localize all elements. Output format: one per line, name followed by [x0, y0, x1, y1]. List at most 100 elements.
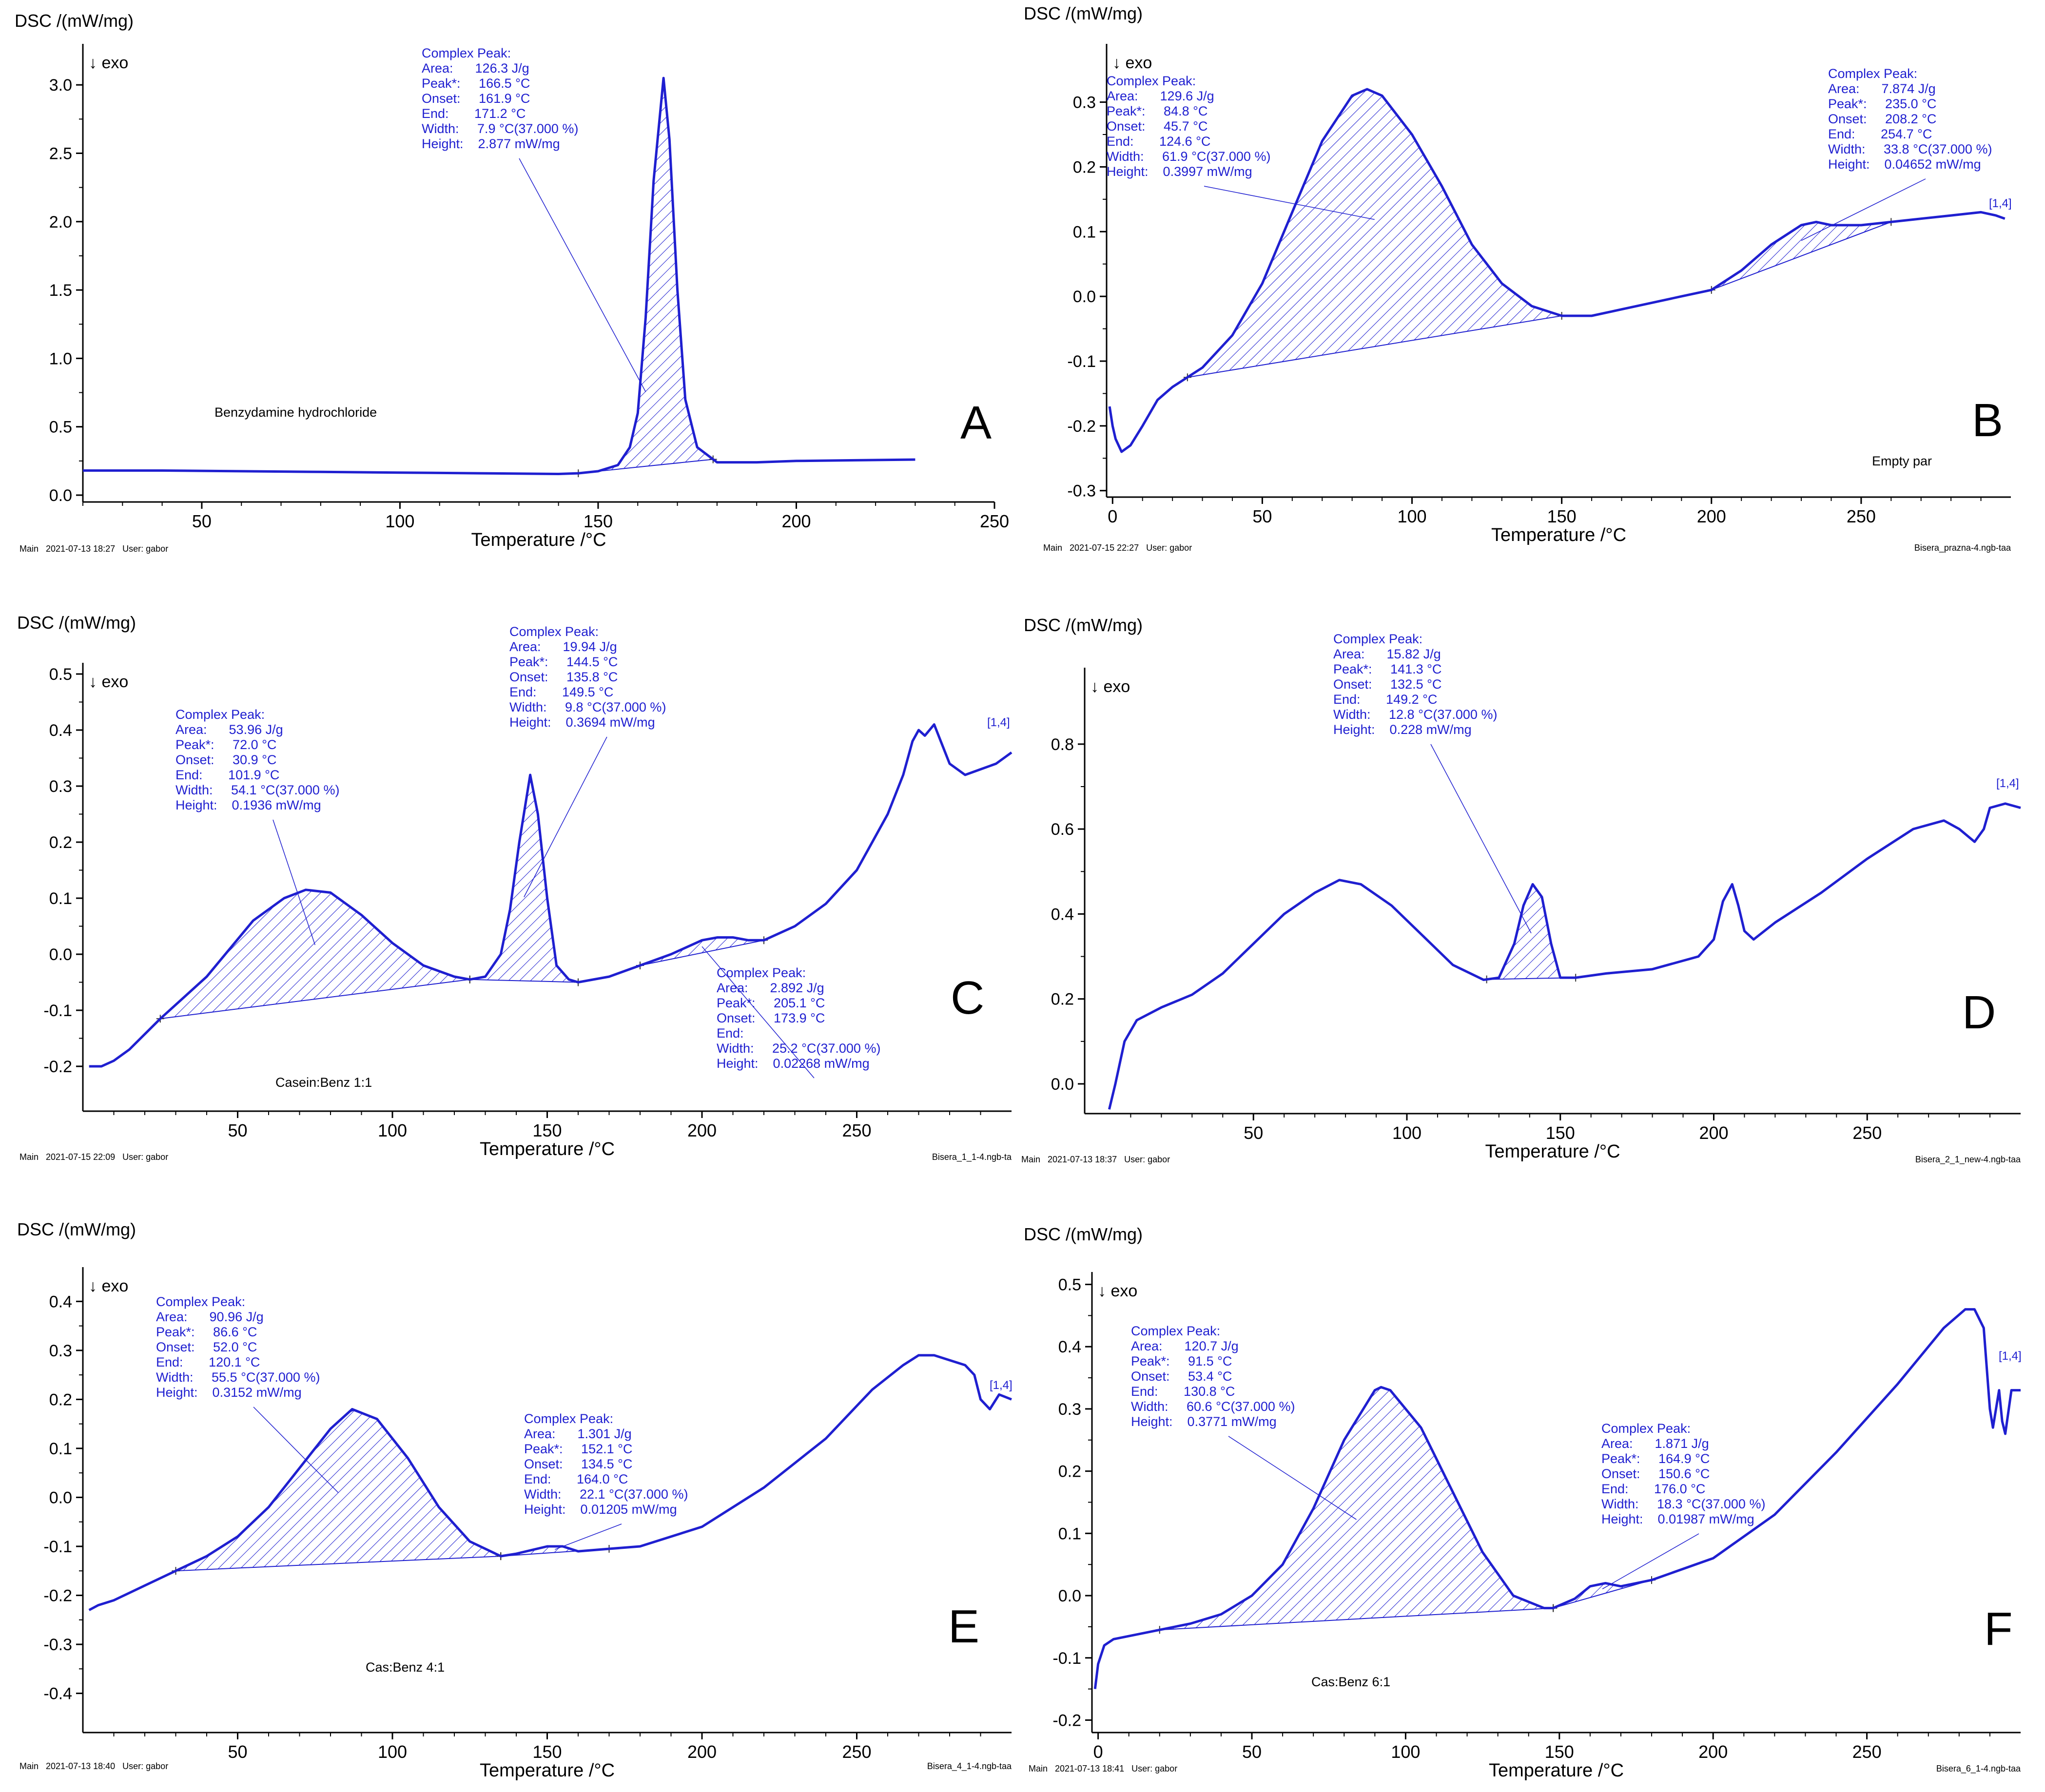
annotation-line: Area: 7.874 J/g — [1828, 81, 1936, 96]
x-axis-label: Temperature /°C — [471, 530, 606, 550]
annotation-line: Complex Peak: — [1333, 632, 1422, 646]
y-tick-label: 0.4 — [49, 721, 72, 740]
annotation-line: End: 254.7 °C — [1828, 127, 1932, 141]
panel-letter: B — [1972, 394, 2003, 446]
sample-label: Benzydamine hydrochloride — [214, 405, 377, 420]
annotation-leader — [1602, 1533, 1699, 1589]
annotation-line: End: — [717, 1026, 769, 1041]
annotation-line: Width: 22.1 °C(37.000 %) — [524, 1487, 688, 1502]
panel-letter: C — [951, 972, 984, 1024]
y-tick-label: 0.5 — [49, 418, 72, 437]
peak-area-1 — [578, 79, 715, 474]
annotation-line: Height: 0.04652 mW/mg — [1828, 157, 1981, 172]
x-tick-label: 50 — [228, 1120, 247, 1140]
y-tick-label: 3.0 — [49, 76, 72, 95]
curve-tag: [1,4] — [990, 1379, 1013, 1392]
y-tick-label: 0.5 — [49, 665, 72, 684]
panel-e: DSC /(mW/mg) ↓ exo -0.4 -0.3 -0.2 -0.1 0.0 0.1 0… — [17, 1219, 1013, 1781]
annotation-line: Onset: 208.2 °C — [1828, 112, 1936, 126]
y-tick-label: 0.2 — [1073, 158, 1096, 176]
annotation-line: Complex Peak: — [1131, 1324, 1220, 1338]
annotation-line: End: 130.8 °C — [1131, 1384, 1235, 1399]
annotation-line: Area: 2.892 J/g — [717, 981, 824, 995]
annotation-line: Width: 7.9 °C(37.000 %) — [422, 121, 578, 136]
dsc-curve — [1108, 88, 2006, 453]
panel-a: DSC /(mW/mg) ↓ exo 0.0 0.5 1.0 1.5 2.0 2.5 3.0 50… — [15, 11, 1009, 554]
annotation-line: Height: 0.3997 mW/mg — [1107, 164, 1252, 179]
x-tick-label: 150 — [584, 511, 613, 531]
dsc-curve — [83, 77, 915, 475]
annotation-leader — [519, 158, 646, 392]
annotation-leader — [253, 1407, 339, 1493]
exo-indicator: ↓ exo — [1098, 1282, 1137, 1300]
x-axis-label: Temperature /°C — [480, 1760, 615, 1781]
annotation-line: Onset: 30.9 °C — [175, 752, 276, 767]
y-tick-label: 0.5 — [1058, 1276, 1081, 1294]
dsc-curve — [88, 1354, 1012, 1611]
annotation-line: Width: 25.2 °C(37.000 %) — [717, 1041, 880, 1056]
y-axis-label: DSC /(mW/mg) — [1024, 615, 1143, 635]
curve-tag: [1,4] — [987, 716, 1010, 729]
annotation-leader — [1228, 1436, 1357, 1520]
x-tick-label: 150 — [532, 1120, 562, 1140]
y-tick-label: -0.1 — [43, 1002, 72, 1020]
x-tick-label: 100 — [378, 1120, 407, 1140]
curve-tag: [1,4] — [1989, 197, 2012, 210]
footer-left: Main 2021-07-15 22:09 User: gabor — [19, 1152, 168, 1162]
annotation-leader — [524, 736, 607, 898]
sample-label: Empty par — [1872, 454, 1932, 468]
annotation-line: Height: 0.1936 mW/mg — [175, 798, 321, 812]
footer-left: Main 2021-07-13 18:27 User: gabor — [19, 544, 168, 554]
annotation-line: Height: 0.3771 mW/mg — [1131, 1414, 1277, 1429]
x-tick-label: 100 — [1397, 506, 1426, 526]
annotation-line: Height: 0.01205 mW/mg — [524, 1502, 677, 1517]
annotation-line: Complex Peak: — [509, 624, 599, 639]
x-tick-label: 100 — [1392, 1123, 1422, 1143]
annotation-leader — [1204, 186, 1375, 220]
y-tick-label: 0.4 — [1058, 1338, 1081, 1356]
x-tick-label: 200 — [687, 1120, 717, 1140]
annotation-line: Peak*: 235.0 °C — [1828, 96, 1936, 111]
x-tick-label: 250 — [1847, 506, 1876, 526]
y-tick-label: 0.2 — [49, 1390, 72, 1409]
annotation-line: Onset: 132.5 °C — [1333, 677, 1441, 692]
annotation-line: Area: 129.6 J/g — [1107, 89, 1214, 103]
annotation-line: Peak*: 144.5 °C — [509, 655, 618, 669]
y-tick-label: 0.3 — [49, 777, 72, 796]
annotation-line: End: 124.6 °C — [1107, 134, 1210, 149]
annotation-line: End: 149.2 °C — [1333, 692, 1437, 707]
annotation-leader — [273, 819, 315, 945]
y-tick-label: -0.2 — [43, 1058, 72, 1076]
y-tick-label: 0.8 — [1051, 735, 1074, 754]
footer-left: Main 2021-07-13 18:37 User: gabor — [1021, 1155, 1170, 1164]
sample-label: Cas:Benz 4:1 — [366, 1660, 445, 1675]
exo-indicator: ↓ exo — [89, 54, 128, 72]
annotation-leader — [701, 946, 815, 1079]
annotation-line: Width: 18.3 °C(37.000 %) — [1601, 1497, 1765, 1511]
annotation-line: Onset: 45.7 °C — [1107, 119, 1208, 134]
annotation-line: Complex Peak: — [1107, 74, 1196, 88]
annotation-line: Height: 0.02268 mW/mg — [717, 1056, 870, 1071]
x-tick-label: 200 — [687, 1742, 717, 1762]
annotation-line: Peak*: 72.0 °C — [175, 737, 276, 752]
annotation-line: Peak*: 152.1 °C — [524, 1442, 632, 1456]
panel-d: DSC /(mW/mg) ↓ exo 0.0 0.2 0.4 0.6 0.8 50 100 150… — [1021, 615, 2021, 1165]
exo-indicator: ↓ exo — [89, 1277, 128, 1295]
annotation-line: End: 176.0 °C — [1601, 1482, 1705, 1496]
y-tick-label: -0.2 — [1052, 1711, 1081, 1730]
x-axis-label: Temperature /°C — [1491, 525, 1626, 545]
y-tick-label: 2.5 — [49, 144, 72, 163]
y-tick-label: -0.4 — [43, 1685, 72, 1703]
annotation-line: Area: 90.96 J/g — [156, 1310, 264, 1324]
y-tick-label: 0.2 — [49, 833, 72, 852]
y-tick-label: 0.6 — [1051, 820, 1074, 839]
peak-area-1 — [175, 1409, 501, 1572]
